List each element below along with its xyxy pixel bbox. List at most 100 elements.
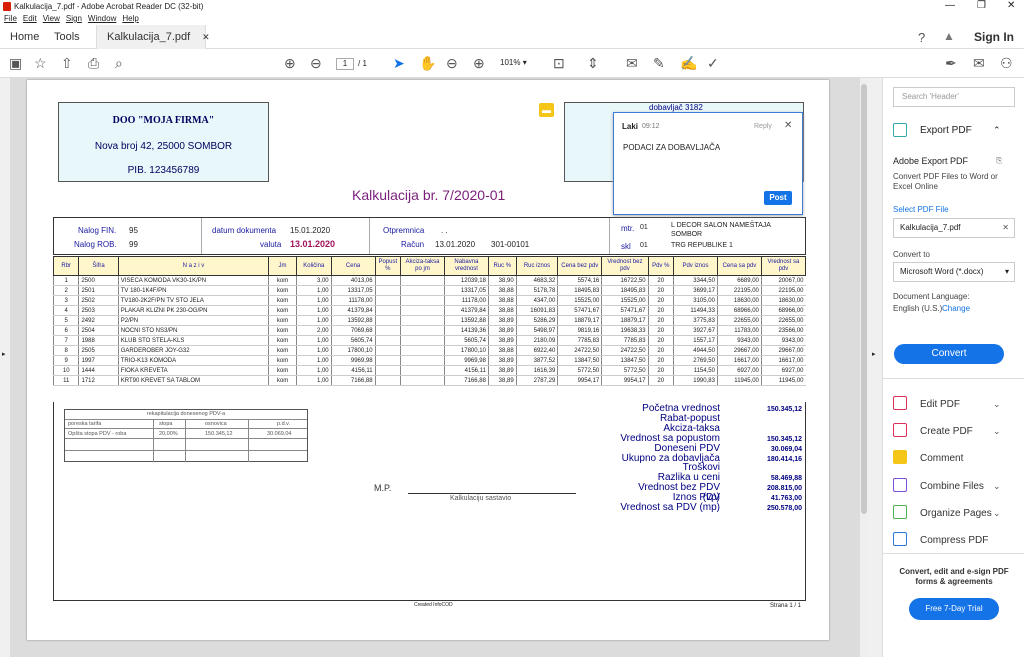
table-cell <box>400 365 445 376</box>
scrollbar-thumb[interactable] <box>861 84 867 514</box>
change-language-link[interactable]: Change <box>942 304 971 313</box>
star-icon[interactable]: ☆ <box>34 55 47 71</box>
table-cell: 16617,00 <box>716 355 762 366</box>
bell-icon[interactable]: ▲ <box>943 29 955 43</box>
selected-file-name: Kalkulacija_7.pdf <box>900 223 961 232</box>
format-select[interactable]: Microsoft Word (*.docx) ▾ <box>893 262 1015 282</box>
mtr-name: L DECOR SALON NAMEŠTAJA <box>671 222 771 229</box>
tab-document[interactable]: Kalkulacija_7.pdf ✕ <box>96 25 210 49</box>
close-tab-icon[interactable]: ✕ <box>202 32 210 42</box>
zoom-select[interactable]: 101% ▾ <box>500 58 527 67</box>
restore-icon[interactable]: ❐ <box>977 0 986 11</box>
upload-icon[interactable]: ⇧ <box>61 55 73 71</box>
edit-pdf-chevron-icon[interactable]: ⌄ <box>993 399 1001 409</box>
free-trial-button[interactable]: Free 7-Day Trial <box>909 598 999 620</box>
page-number-input[interactable]: 1 <box>336 58 354 70</box>
minimize-icon[interactable]: — <box>945 0 955 11</box>
mtr-value: 01 <box>640 224 648 231</box>
table-cell: 1154,50 <box>672 365 718 376</box>
link-icon[interactable]: ⎘ <box>996 156 1003 165</box>
save-icon[interactable]: ▣ <box>9 55 23 71</box>
tool-comment[interactable]: Comment <box>920 453 964 464</box>
zoom-in-icon[interactable]: ⊕ <box>473 55 485 71</box>
table-cell: 20 <box>647 375 674 386</box>
select-file-link[interactable]: Select PDF File <box>893 205 949 214</box>
firm-name: DOO "MOJA FIRMA" <box>112 115 215 126</box>
menu-window[interactable]: Window <box>87 14 117 23</box>
menu-file[interactable]: File <box>4 14 17 23</box>
table-row: 3 2502 TV180-2K2F/PN TV STO JELA kom 1,00 111… <box>52 295 806 306</box>
table-cell: PLAKAR KLIZNI PK 230-OG/PN <box>117 305 269 316</box>
table-cell: 16617,00 <box>760 355 806 366</box>
expand-left-icon[interactable]: ▸ <box>2 351 6 358</box>
print-icon[interactable]: ⎙ <box>88 55 100 71</box>
right-rail[interactable]: ▸ <box>868 78 882 657</box>
comment-icon[interactable]: ✉ <box>626 55 638 71</box>
table-cell: 18630,00 <box>760 295 806 306</box>
table-cell: GARDEROBER JOY-G32 <box>117 345 269 356</box>
sticky-note-icon[interactable]: ▬ <box>539 103 554 117</box>
nalog-fin-label: Nalog FIN. <box>78 226 117 235</box>
export-collapse-icon[interactable]: ⌃ <box>993 125 1001 135</box>
post-button[interactable]: Post <box>764 191 792 205</box>
zoom-out-icon[interactable]: ⊖ <box>446 55 458 71</box>
table-cell: 29667,00 <box>716 345 762 356</box>
tab-tools[interactable]: Tools <box>54 31 80 43</box>
left-rail[interactable]: ▸ <box>0 78 10 657</box>
share-user-icon[interactable]: ⚇ <box>1000 55 1013 71</box>
table-cell: 38,89 <box>487 335 517 346</box>
table-cell: 11178,00 <box>443 295 489 306</box>
collapse-right-icon[interactable]: ▸ <box>872 351 876 358</box>
datum-label: datum dokumenta <box>212 226 277 235</box>
tool-create-pdf[interactable]: Create PDF <box>920 426 973 437</box>
tool-combine-files[interactable]: Combine Files <box>920 481 984 492</box>
table-cell: 5178,78 <box>515 285 558 296</box>
search-icon[interactable]: ⌕ <box>115 55 123 71</box>
menu-sign[interactable]: Sign <box>65 14 82 23</box>
highlight-icon[interactable]: ✎ <box>653 55 665 71</box>
tab-home[interactable]: Home <box>10 31 40 43</box>
panel-search-input[interactable]: Search 'Header' <box>893 87 1015 107</box>
select-arrow-icon[interactable]: ➤ <box>393 55 405 71</box>
draw-icon[interactable]: ✍ <box>680 55 698 71</box>
page-up-icon[interactable]: ⊕ <box>284 55 296 71</box>
tool-edit-pdf[interactable]: Edit PDF <box>920 399 961 410</box>
total-value: 208.815,00 <box>766 485 802 493</box>
create-pdf-chevron-icon[interactable]: ⌄ <box>993 426 1001 436</box>
total-label: Akciza-taksa <box>663 422 720 434</box>
fit-page-icon[interactable]: ⊡ <box>553 55 565 71</box>
organize-chevron-icon[interactable]: ⌄ <box>993 508 1001 518</box>
tool-compress-pdf[interactable]: Compress PDF <box>920 535 989 546</box>
table-cell: 9343,00 <box>760 335 806 346</box>
table-cell: 15525,00 <box>557 295 602 306</box>
clear-file-icon[interactable]: ✕ <box>1002 223 1009 232</box>
close-comment-icon[interactable]: ✕ <box>784 120 793 131</box>
menu-view[interactable]: View <box>42 14 60 23</box>
help-icon[interactable]: ? <box>918 30 926 45</box>
mp-label: M.P. <box>374 483 392 493</box>
selected-file-field[interactable]: Kalkulacija_7.pdf ✕ <box>893 218 1015 238</box>
comment-popup[interactable]: Laki 09:12 Reply ✕ PODACI ZA DOBAVLJAČA … <box>613 112 803 215</box>
combine-chevron-icon[interactable]: ⌄ <box>993 481 1001 491</box>
table-cell: 4 <box>52 305 79 316</box>
convert-button[interactable]: Convert <box>894 344 1004 364</box>
scroll-mode-icon[interactable]: ⇕ <box>587 55 599 71</box>
page-down-icon[interactable]: ⊖ <box>310 55 322 71</box>
menu-help[interactable]: Help <box>122 14 139 23</box>
reply-link[interactable]: Reply <box>754 123 772 130</box>
table-cell: 38,89 <box>487 315 517 326</box>
sign-icon[interactable]: ✒ <box>945 55 957 71</box>
comment-text[interactable]: PODACI ZA DOBAVLJAČA <box>623 143 721 152</box>
stamp-icon[interactable]: ✓ <box>707 55 719 71</box>
export-pdf-title[interactable]: Export PDF <box>920 125 972 136</box>
hand-icon[interactable]: ✋ <box>419 55 437 71</box>
table-cell: 11945,00 <box>760 375 806 386</box>
close-window-icon[interactable]: ✕ <box>1007 0 1016 11</box>
vat-recap-title: rekapitulacija donesenog PDV-a <box>146 411 226 417</box>
menu-edit[interactable]: Edit <box>22 14 37 23</box>
tool-organize-pages[interactable]: Organize Pages <box>920 508 992 519</box>
table-cell: 1557,17 <box>672 335 718 346</box>
sign-in-link[interactable]: Sign In <box>974 30 1014 44</box>
mail-icon[interactable]: ✉ <box>973 55 985 71</box>
table-cell: P2/PN <box>117 315 269 326</box>
